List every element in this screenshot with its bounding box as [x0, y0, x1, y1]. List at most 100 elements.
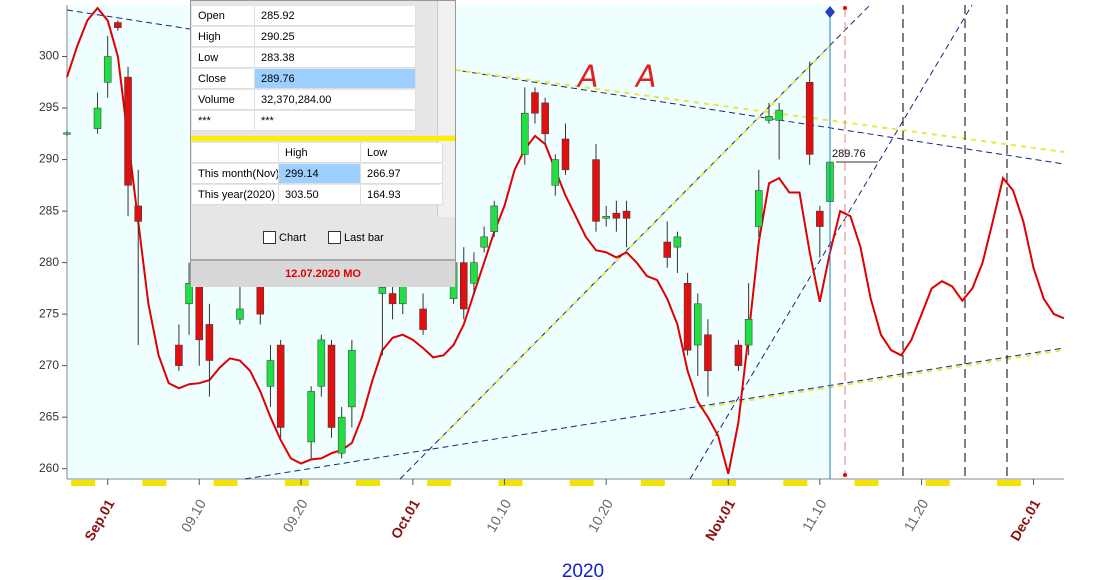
x-tick-label: 11.20	[901, 496, 932, 534]
weekend-marker	[498, 480, 523, 486]
candle-body	[490, 205, 499, 232]
x-tick-label: 11.10	[799, 496, 830, 534]
candle-body	[93, 107, 102, 129]
candle-body	[734, 344, 743, 366]
candle-body	[612, 212, 621, 219]
candle-body	[816, 210, 824, 227]
candle-body	[378, 287, 387, 294]
candle-body	[175, 344, 183, 366]
trend-lines	[66, 4, 1065, 480]
cursor-diamond	[825, 6, 836, 18]
weekend-marker	[569, 480, 594, 486]
checkbox-box[interactable]	[328, 231, 341, 244]
marker-dot	[843, 6, 847, 10]
range-value: 303.50	[279, 185, 361, 205]
quote-label: Close	[192, 69, 255, 89]
x-tick-label: 09.20	[279, 496, 310, 535]
quote-label: ***	[192, 111, 255, 131]
weekend-marker	[996, 480, 1021, 486]
plot: 289.76	[63, 6, 1065, 479]
header-cell: Low	[361, 143, 443, 163]
candle-body	[337, 416, 346, 454]
candle-body	[521, 112, 529, 155]
candle-body	[276, 344, 285, 428]
candle-body	[327, 344, 336, 428]
x-tick-label: Nov.01	[702, 496, 738, 543]
annotation: A A	[576, 60, 671, 95]
y-tick-label: 260	[39, 461, 59, 475]
indicator-line	[66, 6, 1065, 475]
candle-body	[114, 22, 122, 28]
trend-line	[699, 349, 1065, 409]
candle-body	[185, 282, 193, 305]
x-tick-label: Oct.01	[387, 496, 422, 541]
trend-line	[439, 45, 831, 440]
quote-value: 285.92	[255, 6, 416, 26]
candle-body	[622, 210, 631, 219]
checkbox-box[interactable]	[263, 231, 276, 244]
range-label: This year(2020)	[192, 185, 279, 205]
header-cell: High	[279, 143, 361, 163]
checkbox[interactable]: Last bar	[328, 231, 384, 244]
candle-body	[551, 159, 560, 186]
y-tick-label: 280	[39, 255, 59, 269]
candle-body	[592, 159, 600, 222]
price-label: 289.76	[832, 148, 866, 160]
weekend-marker	[640, 480, 665, 486]
candle-body	[775, 109, 783, 121]
range-value: 266.97	[361, 164, 443, 184]
y-tick-label: 265	[39, 409, 59, 423]
quote-value: 290.25	[255, 27, 416, 47]
candle-body	[541, 102, 549, 135]
quote-value: 283.38	[255, 48, 416, 68]
candle-body	[348, 349, 356, 408]
trend-line	[66, 9, 1065, 165]
x-tick-label: 09.10	[178, 496, 209, 535]
x-tick-label: Sep.01	[81, 496, 118, 543]
trend-line	[455, 69, 1065, 153]
range-value: 299.14	[279, 164, 361, 184]
x-tick-label: Dec.01	[1007, 496, 1044, 543]
candle-body	[470, 262, 478, 284]
candle-body	[694, 303, 702, 346]
candle-body	[317, 339, 326, 387]
candle-body	[531, 92, 539, 114]
quote-label: High	[192, 27, 255, 47]
candle-body	[388, 293, 397, 305]
range-value: 164.93	[361, 185, 443, 205]
weekend-marker	[356, 480, 381, 486]
checkbox-label: Chart	[279, 231, 306, 244]
weekend-marker	[712, 480, 737, 486]
candle-body	[460, 262, 468, 310]
scrollbar[interactable]	[437, 1, 455, 135]
quote-label: Low	[192, 48, 255, 68]
date-bar: 12.07.2020 MO	[191, 259, 455, 287]
candle-body	[124, 76, 132, 186]
candle-body	[663, 241, 671, 258]
y-tick-label: 290	[39, 152, 59, 166]
candle-body	[419, 308, 427, 330]
weekend-marker	[284, 480, 309, 486]
quote-label: Volume	[192, 90, 255, 110]
range-label: This month(Nov)	[192, 164, 279, 184]
checkbox[interactable]: Chart	[263, 231, 306, 244]
y-tick-label: 295	[39, 100, 59, 114]
weekend-marker	[142, 480, 167, 486]
header-cell	[192, 143, 279, 163]
candle-body	[602, 215, 610, 219]
quote-value: 289.76	[255, 69, 416, 89]
candle-body	[683, 282, 692, 351]
candle-body	[307, 391, 315, 443]
candle-body	[765, 116, 773, 121]
quote-value: ***	[255, 111, 416, 131]
weekend-marker	[427, 480, 452, 486]
candle-body	[561, 138, 570, 171]
x-tick-label: 10.20	[585, 496, 616, 535]
y-tick-label: 275	[39, 306, 59, 320]
candle-body	[480, 236, 488, 248]
candle-body	[805, 82, 814, 155]
separator	[191, 136, 455, 141]
candle-body	[236, 308, 244, 320]
weekend-marker	[854, 480, 879, 486]
